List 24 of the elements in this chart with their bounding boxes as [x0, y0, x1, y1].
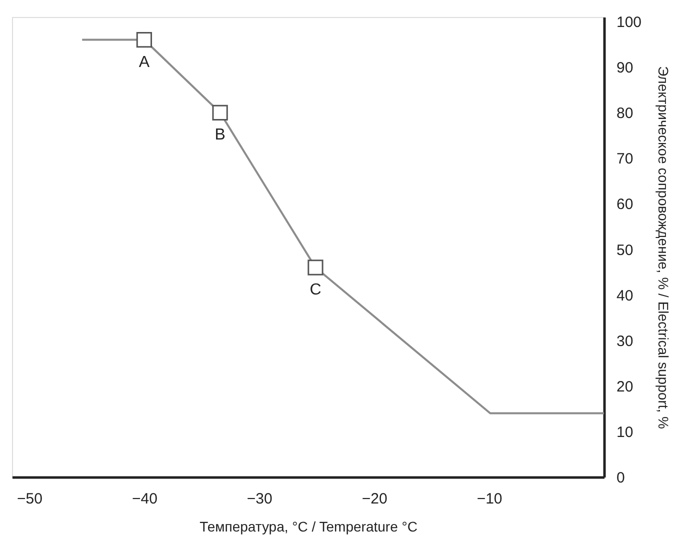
- y-tick-label: 30: [616, 332, 634, 350]
- x-tick-label: −40: [132, 490, 158, 508]
- annotation: C: [310, 281, 322, 298]
- y-axis-title: Электрическое сопровождение, % / Electrical support, %: [656, 66, 672, 429]
- x-axis-title: Температура, °C / Temperature °C: [200, 518, 418, 534]
- y-tick-label: 60: [616, 196, 634, 214]
- y-tick-label: 100: [616, 14, 642, 32]
- y-tick-label: 80: [616, 105, 634, 122]
- y-tick-label: 90: [616, 60, 634, 77]
- x-tick-label: −50: [17, 490, 42, 508]
- y-tick-label: 70: [616, 150, 634, 168]
- x-tick-label: −10: [476, 490, 502, 508]
- y-tick-label: 50: [616, 242, 634, 259]
- y-tick-label: 0: [616, 470, 625, 486]
- point: [136, 32, 152, 48]
- annotation: B: [214, 126, 226, 144]
- x-tick-label: −30: [246, 490, 272, 508]
- y-tick-label: 20: [616, 378, 634, 396]
- point: [308, 260, 324, 276]
- y-tick-label: 10: [616, 424, 634, 441]
- y-tick-label: 40: [616, 287, 634, 304]
- point: [212, 104, 228, 120]
- x-tick-label: −20: [362, 490, 388, 508]
- annotation: A: [138, 54, 150, 71]
